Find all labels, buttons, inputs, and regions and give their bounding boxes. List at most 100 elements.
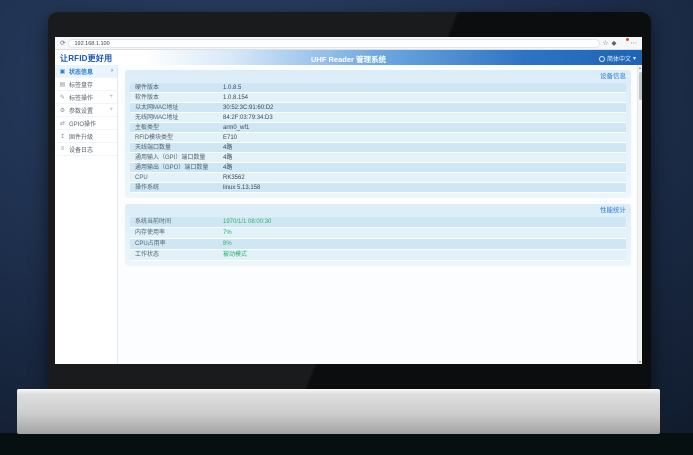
row-value: RK3562 bbox=[223, 175, 245, 181]
scrollbar[interactable]: ▴ ▾ bbox=[637, 65, 642, 364]
browser-toolbar: ⟳ 192.168.1.100 ☆ ◆ ⋯ bbox=[55, 37, 642, 50]
monitor-base bbox=[17, 389, 660, 434]
row-label: 操作系统 bbox=[135, 185, 160, 191]
refresh-icon[interactable]: ⟳ bbox=[60, 39, 66, 47]
sidebar-item-device-log[interactable]: ≡ 设备日志 bbox=[55, 143, 117, 156]
bookmark-star-icon[interactable]: ☆ bbox=[602, 39, 609, 47]
table-row: 工作状态 被动模式 bbox=[130, 250, 626, 261]
row-value: 7% bbox=[223, 230, 232, 236]
monitor-bezel: ⟳ 192.168.1.100 ☆ ◆ ⋯ 让RFID更好用 UHF Reade… bbox=[48, 12, 651, 390]
row-label: RFID模块类型 bbox=[135, 135, 173, 141]
table-row: 操作系统 linux 5.13.158 bbox=[130, 183, 626, 193]
sidebar-item-label: 设备日志 bbox=[69, 147, 94, 154]
app-header: 让RFID更好用 UHF Reader 管理系统 简体中文 ▾ bbox=[55, 50, 642, 65]
table-row: CPU RK3562 bbox=[130, 173, 626, 183]
extensions-icon[interactable]: ◆ bbox=[611, 39, 617, 47]
row-value: 8% bbox=[223, 241, 232, 247]
performance-panel: 性能统计 系统当前时间 1970/1/1 08:00:30 内存使用率 7% C… bbox=[125, 204, 631, 266]
row-value: 4路 bbox=[223, 165, 233, 171]
table-row: RFID模块类型 E710 bbox=[130, 133, 626, 143]
main-content: 设备信息 硬件版本 1.0.8.5 软件版本 1.0.8.154 以太网MAC地… bbox=[118, 65, 637, 364]
browser-menu-icon[interactable]: ⋯ bbox=[630, 39, 638, 47]
brand-logo: 让RFID更好用 bbox=[60, 54, 113, 63]
row-label: 通用输出（GPO）端口数量 bbox=[135, 165, 209, 171]
sidebar-item-tag-inventory[interactable]: ▤ 标签盘存 bbox=[55, 78, 117, 91]
performance-table: 系统当前时间 1970/1/1 08:00:30 内存使用率 7% CPU占用率… bbox=[130, 217, 626, 261]
expand-plus-icon[interactable]: + bbox=[109, 107, 113, 113]
row-label: 主板类型 bbox=[135, 125, 160, 131]
row-value: E710 bbox=[223, 135, 238, 141]
profile-icon[interactable] bbox=[620, 38, 629, 47]
row-label: 硬件版本 bbox=[135, 85, 160, 91]
row-value: 1.0.8.5 bbox=[223, 85, 242, 91]
performance-link[interactable]: 性能统计 bbox=[600, 207, 626, 214]
caret-down-icon: ▾ bbox=[632, 56, 636, 62]
table-row: 通用输入（GPI）端口数量 4路 bbox=[130, 153, 626, 163]
app-body: ▣ 状态信息 › ▤ 标签盘存 ✎ 标签操作 + ⚙ 参数设置 + bbox=[55, 65, 642, 364]
sidebar-item-firmware-upgrade[interactable]: ↥ 固件升级 bbox=[55, 130, 117, 143]
device-info-link[interactable]: 设备信息 bbox=[600, 73, 626, 80]
sidebar-item-label: 状态信息 bbox=[69, 69, 94, 76]
row-label: CPU占用率 bbox=[135, 241, 166, 247]
page-title: UHF Reader 管理系统 bbox=[310, 55, 386, 64]
row-value: arm0_wf1 bbox=[223, 125, 250, 131]
row-label: 工作状态 bbox=[135, 252, 160, 258]
sidebar-item-tag-operation[interactable]: ✎ 标签操作 + bbox=[55, 91, 117, 104]
sidebar-item-label: 参数设置 bbox=[69, 108, 94, 115]
screen: ⟳ 192.168.1.100 ☆ ◆ ⋯ 让RFID更好用 UHF Reade… bbox=[55, 37, 642, 364]
table-row: 系统当前时间 1970/1/1 08:00:30 bbox=[130, 217, 626, 228]
scroll-up-arrow[interactable]: ▴ bbox=[638, 65, 641, 70]
sidebar: ▣ 状态信息 › ▤ 标签盘存 ✎ 标签操作 + ⚙ 参数设置 + bbox=[55, 65, 118, 364]
row-value: linux 5.13.158 bbox=[223, 185, 261, 191]
sidebar-item-parameter-settings[interactable]: ⚙ 参数设置 + bbox=[55, 104, 117, 117]
row-value: 84:2F:03:79:34:D3 bbox=[223, 115, 273, 121]
sidebar-item-label: 固件升级 bbox=[69, 134, 94, 141]
status-icon: ▣ bbox=[59, 68, 66, 75]
gear-icon: ⚙ bbox=[59, 107, 66, 114]
row-label: 系统当前时间 bbox=[135, 219, 172, 225]
table-row: 主板类型 arm0_wf1 bbox=[130, 123, 626, 133]
row-label: 无线网MAC地址 bbox=[135, 115, 179, 121]
row-value: 4路 bbox=[223, 145, 233, 151]
row-label: CPU bbox=[135, 175, 148, 181]
scroll-thumb[interactable] bbox=[638, 72, 642, 100]
row-value: 4路 bbox=[223, 155, 233, 161]
expand-plus-icon[interactable]: + bbox=[109, 94, 113, 100]
inventory-icon: ▤ bbox=[59, 81, 66, 88]
row-label: 天线端口数量 bbox=[135, 145, 172, 151]
edit-icon: ✎ bbox=[59, 94, 66, 101]
row-value: 被动模式 bbox=[223, 252, 248, 258]
table-row: 通用输出（GPO）端口数量 4路 bbox=[130, 163, 626, 173]
scroll-down-arrow[interactable]: ▾ bbox=[638, 359, 641, 364]
table-row: 硬件版本 1.0.8.5 bbox=[130, 83, 626, 93]
table-row: 无线网MAC地址 84:2F:03:79:34:D3 bbox=[130, 113, 626, 123]
row-value: 30:52:3C:91:60:D2 bbox=[223, 105, 274, 111]
sidebar-item-label: 标签盘存 bbox=[69, 82, 94, 89]
device-info-table: 硬件版本 1.0.8.5 软件版本 1.0.8.154 以太网MAC地址 30:… bbox=[130, 83, 626, 193]
notification-badge bbox=[625, 38, 629, 41]
row-label: 通用输入（GPI）端口数量 bbox=[135, 155, 206, 161]
language-label: 简体中文 bbox=[606, 57, 631, 63]
sidebar-item-gpio[interactable]: ⇄ GPIO操作 bbox=[55, 117, 117, 130]
log-icon: ≡ bbox=[60, 146, 65, 152]
row-label: 内存使用率 bbox=[135, 230, 166, 236]
device-info-panel: 设备信息 硬件版本 1.0.8.5 软件版本 1.0.8.154 以太网MAC地… bbox=[125, 70, 631, 198]
table-row: 内存使用率 7% bbox=[130, 228, 626, 239]
url-field[interactable]: 192.168.1.100 bbox=[68, 38, 600, 48]
table-row: 天线端口数量 4路 bbox=[130, 143, 626, 153]
globe-icon bbox=[598, 55, 605, 62]
sidebar-item-label: 标签操作 bbox=[69, 95, 94, 102]
sidebar-item-label: GPIO操作 bbox=[69, 121, 97, 128]
table-row: 以太网MAC地址 30:52:3C:91:60:D2 bbox=[130, 103, 626, 113]
table-row: 软件版本 1.0.8.154 bbox=[130, 93, 626, 103]
row-label: 软件版本 bbox=[135, 95, 160, 101]
table-row: CPU占用率 8% bbox=[130, 239, 626, 250]
chevron-right-icon: › bbox=[111, 68, 113, 74]
row-label: 以太网MAC地址 bbox=[135, 105, 179, 111]
language-selector[interactable]: 简体中文 ▾ bbox=[598, 54, 636, 63]
sidebar-item-status[interactable]: ▣ 状态信息 › bbox=[55, 65, 117, 78]
gpio-icon: ⇄ bbox=[59, 120, 66, 127]
desk-strip bbox=[0, 433, 693, 455]
row-value: 1970/1/1 08:00:30 bbox=[223, 219, 272, 225]
